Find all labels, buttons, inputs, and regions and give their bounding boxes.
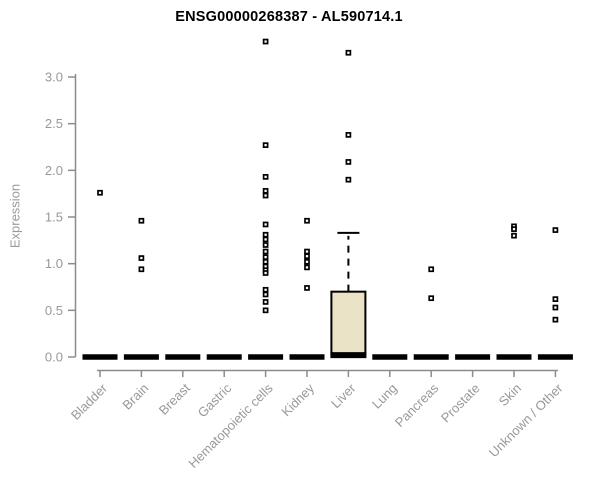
y-tick-label: 2.5 (45, 116, 63, 131)
data-point (262, 188, 269, 194)
data-point (345, 132, 352, 138)
zero-median-bar (413, 354, 449, 360)
y-tick-label: 2.0 (45, 163, 63, 178)
y-tick-label: 0.5 (45, 303, 63, 318)
y-tick-label: 1.0 (45, 256, 63, 271)
data-point (552, 296, 559, 302)
y-tick-label: 3.0 (45, 70, 63, 85)
data-point (552, 304, 559, 311)
data-point (304, 285, 310, 291)
data-point (428, 295, 435, 302)
x-tick-label: Kidney (278, 380, 317, 419)
zero-median-bar (82, 354, 118, 360)
data-point (262, 192, 269, 199)
data-point (345, 49, 352, 56)
data-point (262, 270, 269, 276)
x-tick-label: Gastric (195, 380, 235, 420)
data-point (428, 266, 435, 273)
zero-median-bar (496, 354, 532, 360)
data-point (304, 258, 310, 265)
data-point (138, 255, 145, 261)
data-point (262, 38, 269, 45)
data-point (262, 291, 269, 298)
x-tick-label: Lung (369, 381, 400, 412)
data-point (262, 299, 269, 305)
chart-title: ENSG00000268387 - AL590714.1 (175, 9, 403, 25)
zero-median-bar (537, 354, 573, 360)
data-point (262, 258, 269, 265)
data-point (511, 226, 517, 232)
data-point (262, 236, 269, 243)
data-point (511, 232, 517, 239)
data-point (262, 307, 269, 314)
data-point (345, 176, 352, 183)
x-tick-label: Skin (496, 381, 524, 409)
zero-median-bar (123, 354, 159, 360)
data-point (138, 217, 145, 224)
data-point (345, 159, 352, 165)
x-tick-label: Pancreas (392, 380, 442, 430)
data-point (262, 231, 269, 238)
data-point (262, 174, 269, 180)
data-point (262, 221, 269, 228)
x-tick-label: Brain (119, 381, 151, 413)
median-bar (330, 352, 367, 359)
data-point (304, 248, 310, 255)
data-point (552, 316, 559, 323)
zero-median-bar (165, 354, 201, 360)
x-tick-label: Liver (328, 380, 359, 411)
data-point (304, 217, 310, 224)
data-point (97, 189, 103, 196)
zero-median-bar (206, 354, 242, 360)
zero-median-bar (248, 354, 284, 360)
y-tick-label: 0.0 (45, 350, 63, 365)
x-tick-label: Breast (156, 380, 193, 417)
x-tick-label: Unknown / Other (486, 380, 566, 460)
data-point (262, 286, 269, 293)
data-point (262, 254, 269, 260)
zero-median-bar (372, 354, 408, 360)
data-point (262, 142, 269, 148)
data-point (262, 248, 269, 255)
data-point (304, 253, 310, 260)
x-tick-label: Bladder (68, 380, 111, 423)
data-point (304, 264, 310, 271)
y-tick-label: 1.5 (45, 210, 63, 225)
data-point (262, 242, 269, 248)
zero-median-bar (289, 354, 325, 360)
box-liver (330, 290, 367, 356)
data-point (138, 266, 145, 273)
zero-median-bar (455, 354, 491, 360)
data-point (552, 227, 559, 233)
x-tick-label: Prostate (438, 381, 483, 426)
